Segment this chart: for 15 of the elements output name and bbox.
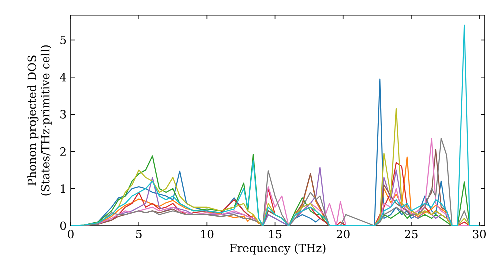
x-tick-label: 20	[336, 230, 350, 239]
y-tick-label: 4	[60, 73, 66, 82]
y-axis-title: Phonon projected DOS (States/THz·primitive cell)	[28, 46, 52, 196]
x-tick-label: 25	[405, 230, 418, 239]
x-tick-label: 5	[136, 230, 142, 238]
y-tick-label: 1	[61, 184, 66, 194]
x-tick-label: 0	[68, 230, 74, 239]
y-tick-label: 5	[60, 36, 66, 44]
x-tick-label: 15	[269, 230, 282, 239]
y-tick-label: 2	[60, 147, 66, 156]
y-tick-label: 3	[60, 110, 66, 119]
x-tick-label: 30	[473, 230, 486, 239]
x-tick-label: 10	[201, 230, 214, 239]
y-tick-label: 0	[60, 222, 66, 230]
x-axis-title: Frequency (THz)	[230, 244, 326, 255]
